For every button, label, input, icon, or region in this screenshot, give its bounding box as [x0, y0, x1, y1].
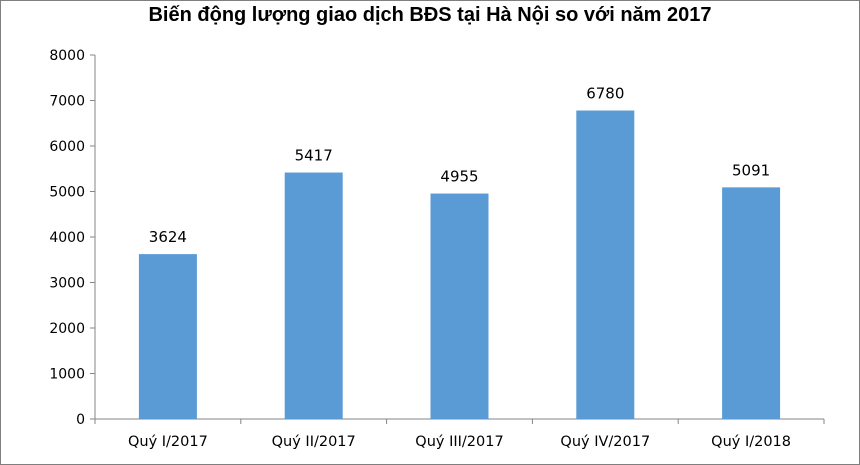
y-tick-label: 4000: [49, 230, 85, 246]
data-label: 6780: [586, 85, 624, 103]
bar: [722, 187, 781, 419]
chart-title: Biến động lượng giao dịch BĐS tại Hà Nội…: [148, 4, 712, 26]
bar: [138, 254, 197, 419]
x-tick-label: Quý IV/2017: [560, 434, 650, 450]
data-label: 5417: [295, 147, 333, 165]
y-tick-label: 6000: [49, 139, 85, 155]
x-tick-label: Quý I/2018: [711, 434, 791, 450]
data-label: 4955: [440, 168, 478, 186]
y-tick-label: 0: [76, 412, 85, 428]
y-tick-label: 8000: [49, 48, 85, 64]
data-label: 3624: [149, 228, 187, 246]
y-tick-label: 2000: [49, 321, 85, 337]
y-tick-label: 1000: [49, 367, 85, 383]
x-tick-label: Quý I/2017: [128, 434, 208, 450]
bars: [138, 110, 781, 419]
bar: [284, 172, 343, 419]
data-label: 5091: [732, 161, 770, 179]
bar: [430, 193, 489, 419]
data-labels: 3624 5417 4955 6780 5091: [149, 85, 770, 247]
y-tick-label: 7000: [49, 94, 85, 110]
x-tick-label: Quý III/2017: [415, 434, 503, 450]
axes: 0 1000 2000 3000 4000 5000 6000 7000 8000 Quý I/2…: [49, 48, 825, 450]
bar: [576, 110, 635, 419]
y-tick-label: 5000: [49, 185, 85, 201]
y-tick-label: 3000: [49, 276, 85, 292]
x-tick-label: Quý II/2017: [272, 434, 356, 450]
